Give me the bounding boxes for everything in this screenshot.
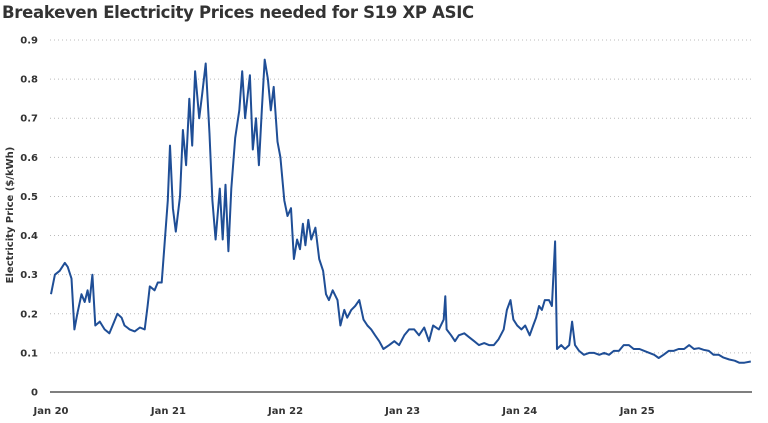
x-axis-ticks: Jan 20 Jan 21 Jan 22 Jan 23 Jan 24 Jan 25 xyxy=(33,406,655,417)
x-tick-label: Jan 25 xyxy=(619,406,655,417)
y-tick-label: 0.7 xyxy=(20,114,38,125)
gridlines xyxy=(50,39,752,354)
y-tick-label: 0.9 xyxy=(20,36,38,47)
y-axis-label: Electricity Price ($/kWh) xyxy=(5,147,16,284)
series-line xyxy=(50,58,751,364)
x-tick-label: Jan 20 xyxy=(33,406,69,417)
y-axis-ticks: 0 0.1 0.2 0.3 0.4 0.5 0.6 0.7 0.8 0.9 xyxy=(20,36,38,399)
x-tick-label: Jan 23 xyxy=(384,406,420,417)
y-tick-label: 0.3 xyxy=(20,270,38,281)
x-tick-label: Jan 22 xyxy=(267,406,303,417)
y-tick-label: 0.8 xyxy=(20,75,38,86)
y-tick-label: 0.5 xyxy=(20,192,38,203)
y-tick-label: 0 xyxy=(31,388,38,399)
x-tick-label: Jan 24 xyxy=(501,406,537,417)
y-tick-label: 0.4 xyxy=(20,231,38,242)
y-tick-label: 0.1 xyxy=(20,348,38,359)
y-tick-label: 0.6 xyxy=(20,153,38,164)
chart-title: Breakeven Electricity Prices needed for … xyxy=(2,3,474,22)
x-tick-label: Jan 21 xyxy=(150,406,186,417)
y-tick-label: 0.2 xyxy=(20,309,38,320)
